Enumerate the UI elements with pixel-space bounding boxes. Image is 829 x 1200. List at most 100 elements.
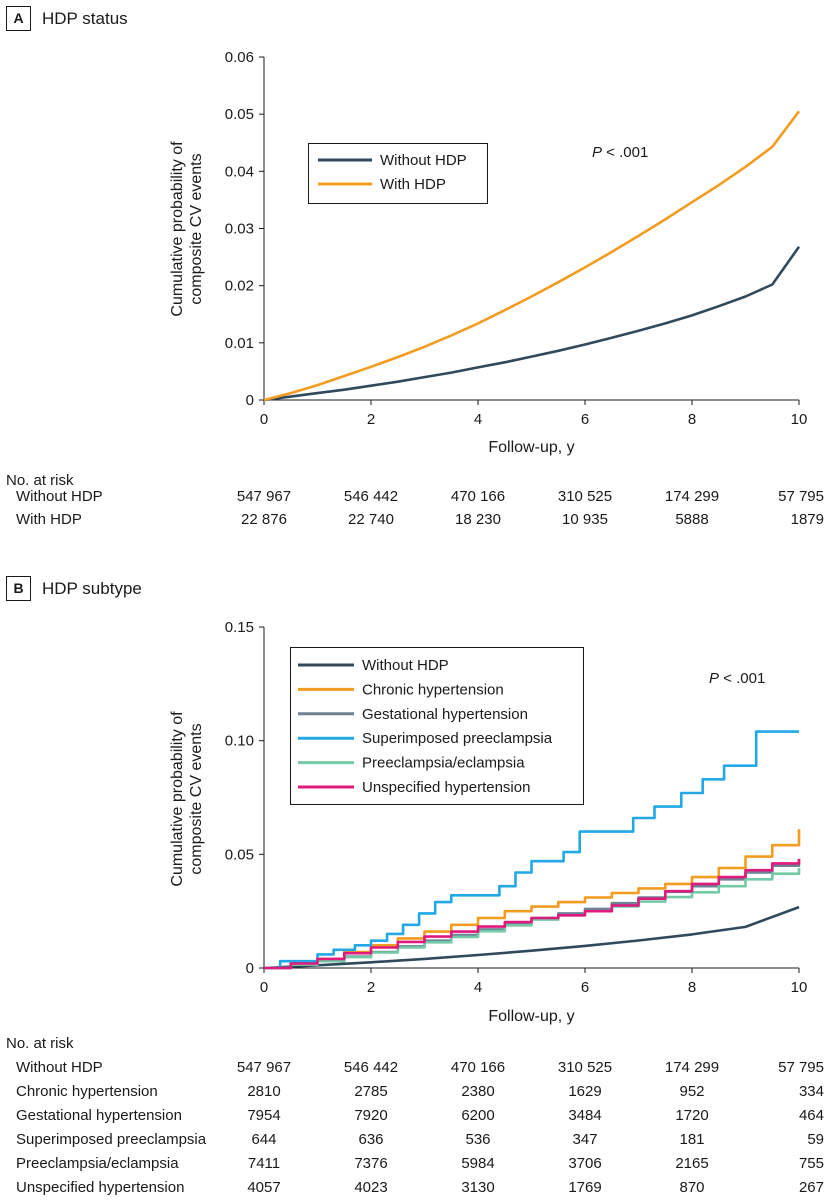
x-tick-label: 6 bbox=[581, 979, 589, 996]
panel-b: B HDP subtype 0 0.05 0.10 0.15 0 2 4 6 8 10 Follow-u… bbox=[6, 576, 824, 1196]
legend-label: With HDP bbox=[380, 176, 446, 193]
risk-value: 1879 bbox=[791, 511, 824, 528]
risk-value: 3706 bbox=[568, 1155, 601, 1172]
y-tick-label: 0.04 bbox=[225, 163, 254, 180]
y-tick-label: 0 bbox=[246, 960, 254, 977]
risk-value: 3130 bbox=[461, 1179, 494, 1196]
risk-value: 3484 bbox=[568, 1107, 601, 1124]
series-line-without-hdp bbox=[263, 246, 801, 402]
x-tick-label: 8 bbox=[688, 411, 696, 428]
risk-row-label: Superimposed preeclampsia bbox=[16, 1131, 207, 1148]
risk-value: 1769 bbox=[568, 1179, 601, 1196]
p-value-annotation: P < .001 bbox=[709, 670, 765, 687]
risk-value: 7920 bbox=[354, 1107, 387, 1124]
risk-value: 22 740 bbox=[348, 511, 394, 528]
x-tick-label: 0 bbox=[260, 411, 268, 428]
risk-value: 547 967 bbox=[237, 488, 291, 505]
series-line-superimposed-preeclampsia bbox=[264, 730, 799, 970]
risk-value: 1629 bbox=[568, 1083, 601, 1100]
risk-value: 470 166 bbox=[451, 1059, 505, 1076]
legend-label: Chronic hypertension bbox=[362, 681, 504, 698]
x-axis-label: Follow-up, y bbox=[488, 1008, 574, 1025]
legend-label: Without HDP bbox=[362, 657, 449, 674]
panel-title: HDP status bbox=[42, 9, 128, 28]
risk-row-label: Unspecified hypertension bbox=[16, 1179, 184, 1196]
risk-value: 57 795 bbox=[778, 488, 824, 505]
risk-value: 59 bbox=[807, 1131, 824, 1148]
legend-label: Unspecified hypertension bbox=[362, 779, 530, 796]
legend-box bbox=[290, 647, 584, 805]
legend-label: Gestational hypertension bbox=[362, 706, 528, 723]
legend-label: Preeclampsia/eclampsia bbox=[362, 755, 525, 772]
risk-value: 4023 bbox=[354, 1179, 387, 1196]
x-tick-label: 4 bbox=[474, 411, 482, 428]
risk-value: 1720 bbox=[675, 1107, 708, 1124]
risk-value: 536 bbox=[465, 1131, 490, 1148]
risk-value: 547 967 bbox=[237, 1059, 291, 1076]
x-tick-label: 10 bbox=[791, 979, 808, 996]
y-tick-label: 0.05 bbox=[225, 106, 254, 123]
risk-value: 18 230 bbox=[455, 511, 501, 528]
risk-row-label: Preeclampsia/eclampsia bbox=[16, 1155, 179, 1172]
risk-value: 636 bbox=[358, 1131, 383, 1148]
x-tick-label: 0 bbox=[260, 979, 268, 996]
y-tick-label: 0.06 bbox=[225, 49, 254, 66]
x-tick-label: 10 bbox=[791, 411, 808, 428]
series-line-without-hdp bbox=[263, 905, 800, 970]
risk-row-label: With HDP bbox=[16, 511, 82, 528]
risk-value: 174 299 bbox=[665, 1059, 719, 1076]
risk-value: 22 876 bbox=[241, 511, 287, 528]
risk-value: 2165 bbox=[675, 1155, 708, 1172]
y-tick-label: 0.15 bbox=[225, 619, 254, 636]
risk-value: 7411 bbox=[248, 1155, 280, 1172]
risk-value: 5888 bbox=[675, 511, 708, 528]
y-tick-label: 0.03 bbox=[225, 221, 254, 238]
x-tick-label: 8 bbox=[688, 979, 696, 996]
panel-letter-box bbox=[6, 576, 31, 601]
legend: Without HDP Chronic hypertension Gestation… bbox=[290, 647, 584, 805]
p-value-annotation: P < .001 bbox=[592, 144, 648, 161]
p-value-symbol: P bbox=[592, 144, 602, 161]
x-tick-label: 2 bbox=[367, 979, 375, 996]
x-tick-label: 2 bbox=[367, 411, 375, 428]
risk-value: 10 935 bbox=[562, 511, 608, 528]
y-axis-label-line: Cumulative probability of bbox=[169, 711, 186, 887]
panel-letter-box bbox=[6, 6, 31, 31]
series-line-with-hdp bbox=[263, 110, 801, 402]
risk-value: 347 bbox=[572, 1131, 597, 1148]
y-tick-label: 0 bbox=[246, 392, 254, 409]
panel-title: HDP subtype bbox=[42, 579, 142, 598]
risk-value: 6200 bbox=[461, 1107, 494, 1124]
y-tick-label: 0.10 bbox=[225, 733, 254, 750]
risk-value: 5984 bbox=[461, 1155, 494, 1172]
legend-label: Superimposed preeclampsia bbox=[362, 730, 553, 747]
y-axis-label: Cumulative probability of composite CV ev… bbox=[169, 711, 205, 887]
risk-table-heading: No. at risk bbox=[6, 472, 74, 489]
legend-box bbox=[308, 143, 488, 204]
risk-table-heading: No. at risk bbox=[6, 1035, 74, 1052]
y-axis-label-line: composite CV events bbox=[188, 153, 205, 304]
p-value-text: < .001 bbox=[602, 144, 648, 161]
risk-value: 952 bbox=[679, 1083, 704, 1100]
risk-value: 267 bbox=[799, 1179, 824, 1196]
y-tick-label: 0.05 bbox=[225, 846, 254, 863]
x-tick-label: 6 bbox=[581, 411, 589, 428]
panel-a: A HDP status 0 0.01 0.02 0.03 0.04 0.05 0.06 0 2 4 6… bbox=[6, 6, 824, 528]
y-tick-label: 0.02 bbox=[225, 278, 254, 295]
risk-value: 755 bbox=[799, 1155, 824, 1172]
risk-value: 470 166 bbox=[451, 488, 505, 505]
risk-row-label: Gestational hypertension bbox=[16, 1107, 182, 1124]
series-line-chronic-hypertension bbox=[264, 829, 801, 970]
risk-value: 4057 bbox=[247, 1179, 280, 1196]
risk-value: 2810 bbox=[247, 1083, 280, 1100]
risk-value: 334 bbox=[799, 1083, 824, 1100]
risk-row-label: Without HDP bbox=[16, 1059, 103, 1076]
y-axis-label-line: composite CV events bbox=[188, 723, 205, 874]
y-axis-label: Cumulative probability of composite CV ev… bbox=[169, 141, 205, 317]
risk-value: 870 bbox=[679, 1179, 704, 1196]
y-tick-label: 0.01 bbox=[225, 335, 254, 352]
risk-value: 57 795 bbox=[778, 1059, 824, 1076]
